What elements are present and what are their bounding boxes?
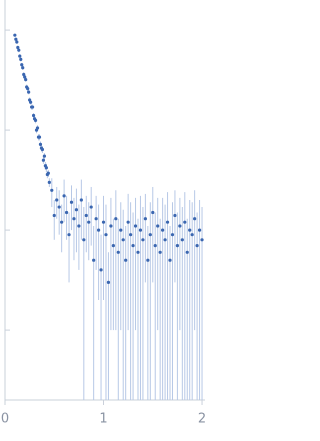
point — [27, 90, 31, 94]
point — [96, 228, 101, 232]
point — [47, 180, 51, 184]
point — [175, 243, 180, 248]
point — [26, 87, 30, 91]
point — [168, 258, 172, 262]
point — [89, 205, 93, 209]
point — [17, 48, 21, 52]
point — [111, 243, 115, 248]
x-tick-label: 2 — [198, 412, 205, 427]
point — [62, 194, 66, 198]
point — [133, 224, 138, 228]
point — [69, 200, 74, 204]
point — [173, 213, 177, 218]
point — [193, 217, 197, 221]
point — [136, 250, 140, 254]
point — [87, 220, 91, 224]
point — [116, 250, 120, 254]
point — [33, 118, 38, 123]
point — [151, 210, 155, 215]
point — [29, 100, 33, 104]
point — [35, 126, 40, 130]
point — [190, 233, 194, 237]
point — [41, 158, 46, 162]
point — [60, 220, 64, 224]
point — [129, 233, 133, 237]
point — [109, 224, 113, 228]
point — [114, 217, 118, 221]
point — [24, 77, 28, 82]
point — [64, 210, 69, 215]
point — [44, 166, 48, 170]
point — [21, 66, 25, 70]
point — [23, 75, 27, 79]
point — [121, 238, 125, 242]
point — [77, 224, 81, 228]
point — [20, 63, 24, 67]
point — [165, 220, 170, 224]
point — [99, 268, 103, 272]
point — [84, 213, 88, 218]
point — [146, 258, 150, 262]
point — [79, 198, 83, 202]
point — [183, 220, 187, 224]
chart: 0 1 2 — [1, 0, 206, 427]
point — [153, 243, 157, 248]
point — [46, 171, 50, 175]
point — [94, 217, 98, 221]
x-tick-label: 0 — [1, 412, 9, 427]
point — [14, 37, 18, 41]
point — [126, 220, 130, 224]
point — [104, 233, 108, 237]
point — [158, 250, 162, 254]
point — [22, 72, 26, 77]
x-tick-label: 1 — [99, 412, 107, 427]
point — [200, 238, 204, 242]
point — [16, 45, 20, 50]
point — [195, 243, 199, 248]
point — [13, 33, 17, 37]
point — [38, 142, 43, 146]
point — [148, 233, 152, 237]
point — [138, 228, 143, 232]
point — [119, 228, 123, 232]
point — [185, 250, 189, 254]
point — [141, 238, 145, 242]
point — [178, 224, 182, 228]
point — [170, 233, 175, 237]
point — [42, 154, 47, 158]
point — [57, 205, 61, 209]
point — [55, 198, 59, 202]
point — [40, 147, 45, 152]
point — [50, 188, 54, 192]
point — [18, 54, 22, 58]
point — [124, 258, 128, 262]
point — [161, 228, 165, 232]
point — [163, 238, 167, 242]
point — [197, 228, 202, 232]
point — [131, 243, 135, 248]
point — [92, 258, 96, 262]
point — [143, 217, 147, 221]
point — [101, 220, 106, 224]
point — [82, 238, 86, 242]
point — [30, 105, 35, 109]
point — [180, 238, 184, 242]
point — [74, 208, 79, 212]
point — [37, 135, 42, 139]
point — [19, 57, 23, 61]
point — [188, 228, 192, 232]
point — [72, 217, 76, 221]
point — [106, 280, 111, 284]
point — [31, 113, 36, 118]
point — [67, 233, 71, 237]
point — [15, 40, 19, 44]
point — [156, 224, 160, 228]
point — [52, 213, 56, 218]
